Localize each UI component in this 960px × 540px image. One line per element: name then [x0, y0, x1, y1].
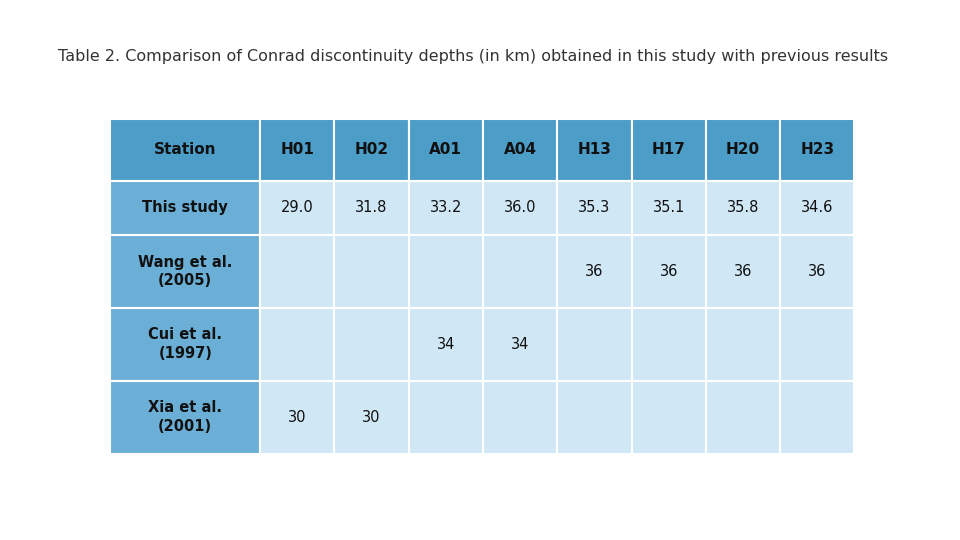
Text: 36: 36	[660, 264, 678, 279]
Text: Wang et al.
(2005): Wang et al. (2005)	[138, 254, 232, 288]
Text: 36: 36	[808, 264, 827, 279]
Text: 36: 36	[586, 264, 604, 279]
Text: 30: 30	[288, 410, 306, 424]
Text: This study: This study	[142, 200, 228, 215]
Text: H13: H13	[577, 143, 612, 157]
Text: 34: 34	[511, 337, 529, 352]
Text: Table 2. Comparison of Conrad discontinuity depths (in km) obtained in this stud: Table 2. Comparison of Conrad discontinu…	[58, 49, 888, 64]
Text: H20: H20	[726, 143, 760, 157]
Text: 34.6: 34.6	[801, 200, 833, 215]
Text: A01: A01	[429, 143, 462, 157]
Text: H02: H02	[354, 143, 389, 157]
Text: 36: 36	[733, 264, 752, 279]
Text: 29.0: 29.0	[280, 200, 314, 215]
Text: A04: A04	[504, 143, 537, 157]
Text: 33.2: 33.2	[429, 200, 462, 215]
Text: 35.8: 35.8	[727, 200, 759, 215]
Text: 35.1: 35.1	[653, 200, 684, 215]
Text: H01: H01	[280, 143, 314, 157]
Text: 34: 34	[437, 337, 455, 352]
Text: 35.3: 35.3	[578, 200, 611, 215]
Text: 30: 30	[362, 410, 381, 424]
Text: Station: Station	[154, 143, 216, 157]
Text: Cui et al.
(1997): Cui et al. (1997)	[148, 327, 222, 361]
Text: 31.8: 31.8	[355, 200, 388, 215]
Text: H23: H23	[801, 143, 834, 157]
Text: 36.0: 36.0	[504, 200, 537, 215]
Text: Xia et al.
(2001): Xia et al. (2001)	[148, 400, 222, 434]
Text: H17: H17	[652, 143, 685, 157]
